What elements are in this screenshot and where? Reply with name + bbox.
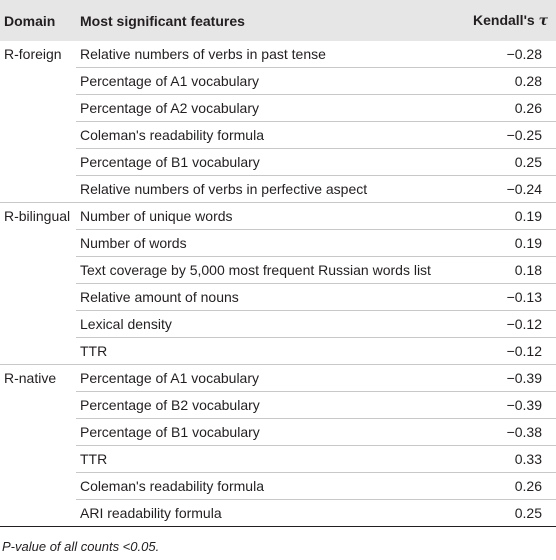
domain-cell [0,337,76,365]
kendall-tau-cell: 0.25 [514,154,542,170]
table-row: R-native Percentage of A1 vocabulary −0.39 [0,364,556,392]
table-footnote: P-value of all counts <0.05. [2,539,160,554]
kendall-tau-cell: −0.39 [506,397,542,413]
domain-cell [0,499,76,527]
domain-cell [0,283,76,311]
domain-cell: R-bilingual [0,202,76,230]
kendall-tau-cell: 0.25 [514,505,542,521]
kendall-tau-cell: 0.28 [514,73,542,89]
kendall-tau-cell: −0.38 [506,424,542,440]
domain-cell [0,445,76,473]
feature-cell: Lexical density [80,316,172,332]
feature-cell: Number of words [80,235,187,251]
feature-cell: Percentage of A1 vocabulary [80,73,260,89]
table-row: ARI readability formula 0.25 [0,499,556,527]
table-row: Lexical density −0.12 [0,310,556,338]
feature-cell: Relative numbers of verbs in past tense [80,46,326,62]
kendall-tau-cell: −0.12 [506,316,542,332]
table-row: Coleman's readability formula 0.26 [0,472,556,500]
table-row: Percentage of B1 vocabulary −0.38 [0,418,556,446]
table-body: R-foreign Relative numbers of verbs in pa… [0,41,556,527]
feature-cell: Percentage of B2 vocabulary [80,397,260,413]
tau-symbol: τ [538,13,548,29]
kendall-tau-cell: −0.24 [506,181,542,197]
kendall-tau-cell: −0.39 [506,370,542,386]
feature-cell: Relative amount of nouns [80,289,239,305]
feature-cell: TTR [80,451,108,467]
domain-cell [0,67,76,95]
domain-cell [0,94,76,122]
table-row: Percentage of A2 vocabulary 0.26 [0,94,556,122]
feature-cell: Text coverage by 5,000 most frequent Rus… [80,262,431,278]
feature-cell: Number of unique words [80,208,233,224]
header-kendall-tau: Kendall's τ [466,0,556,41]
table-row: Percentage of B1 vocabulary 0.25 [0,148,556,176]
table-row: Coleman's readability formula −0.25 [0,121,556,149]
header-kendall-label: Kendall's [473,12,539,28]
feature-cell: ARI readability formula [80,505,222,521]
kendall-tau-cell: 0.26 [514,100,542,116]
table-row: R-foreign Relative numbers of verbs in pa… [0,41,556,68]
domain-cell [0,175,76,203]
table-row: Percentage of B2 vocabulary −0.39 [0,391,556,419]
feature-cell: TTR [80,343,108,359]
feature-cell: Percentage of A1 vocabulary [80,370,260,386]
header-domain: Domain [4,12,56,29]
feature-cell: Coleman's readability formula [80,478,264,494]
table-row: Percentage of A1 vocabulary 0.28 [0,67,556,95]
table-row: R-bilingual Number of unique words 0.19 [0,202,556,230]
header-feature: Most significant features [80,12,245,29]
domain-cell [0,121,76,149]
feature-cell: Coleman's readability formula [80,127,264,143]
kendall-tau-cell: 0.33 [514,451,542,467]
domain-cell [0,256,76,284]
domain-cell [0,472,76,500]
kendall-tau-cell: 0.19 [514,208,542,224]
domain-cell [0,418,76,446]
feature-cell: Percentage of B1 vocabulary [80,424,260,440]
domain-cell [0,148,76,176]
kendall-tau-cell: 0.18 [514,262,542,278]
kendall-tau-cell: −0.28 [506,46,542,62]
domain-cell: R-foreign [0,41,76,68]
table-row: Number of words 0.19 [0,229,556,257]
kendall-tau-cell: −0.25 [506,127,542,143]
feature-cell: Percentage of A2 vocabulary [80,100,260,116]
kendall-tau-cell: −0.13 [506,289,542,305]
kendall-tau-cell: 0.26 [514,478,542,494]
feature-cell: Percentage of B1 vocabulary [80,154,260,170]
table-row: TTR 0.33 [0,445,556,473]
table-header: Domain Most significant features Kendall… [0,0,556,41]
table-row: Relative amount of nouns −0.13 [0,283,556,311]
header-row: Domain Most significant features Kendall… [0,0,556,41]
feature-cell: Relative numbers of verbs in perfective … [80,181,368,197]
results-table: Domain Most significant features Kendall… [0,0,556,527]
domain-cell: R-native [0,364,76,392]
table-row: Relative numbers of verbs in perfective … [0,175,556,203]
domain-cell [0,229,76,257]
kendall-tau-cell: 0.19 [514,235,542,251]
table-row: Text coverage by 5,000 most frequent Rus… [0,256,556,284]
domain-cell [0,391,76,419]
kendall-tau-cell: −0.12 [506,343,542,359]
domain-cell [0,310,76,338]
table-row: TTR −0.12 [0,337,556,365]
